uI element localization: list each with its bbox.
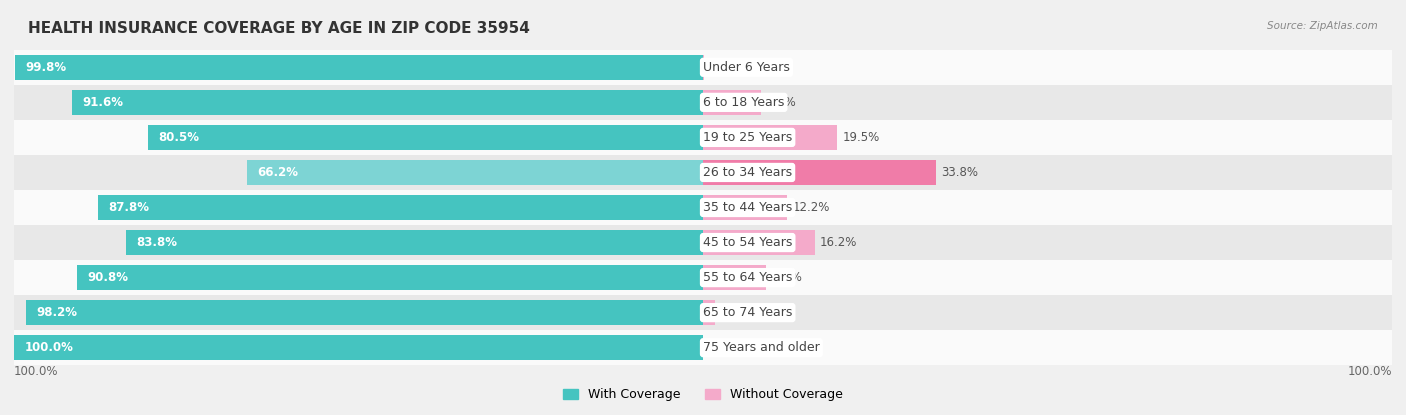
Bar [14, 335, 703, 360]
Text: 35 to 44 Years: 35 to 44 Years [703, 201, 792, 214]
Bar [247, 160, 703, 185]
Bar [703, 265, 766, 290]
Text: 98.2%: 98.2% [37, 306, 77, 319]
Text: 80.5%: 80.5% [159, 131, 200, 144]
Text: 55 to 64 Years: 55 to 64 Years [703, 271, 793, 284]
Bar [14, 260, 1392, 295]
Bar [15, 55, 703, 80]
Bar [14, 155, 1392, 190]
Text: Source: ZipAtlas.com: Source: ZipAtlas.com [1267, 21, 1378, 31]
Bar [703, 160, 936, 185]
Bar [125, 230, 703, 255]
Bar [703, 125, 838, 150]
Text: 83.8%: 83.8% [136, 236, 177, 249]
Text: 100.0%: 100.0% [24, 341, 73, 354]
Text: 19 to 25 Years: 19 to 25 Years [703, 131, 792, 144]
Text: 75 Years and older: 75 Years and older [703, 341, 820, 354]
Text: 19.5%: 19.5% [842, 131, 880, 144]
Bar [14, 225, 1392, 260]
Text: 6 to 18 Years: 6 to 18 Years [703, 96, 785, 109]
Text: 65 to 74 Years: 65 to 74 Years [703, 306, 793, 319]
Bar [14, 120, 1392, 155]
Text: 16.2%: 16.2% [820, 236, 858, 249]
Text: 8.4%: 8.4% [766, 96, 796, 109]
Text: 1.8%: 1.8% [721, 306, 751, 319]
Bar [98, 195, 703, 220]
Legend: With Coverage, Without Coverage: With Coverage, Without Coverage [558, 383, 848, 406]
Text: 87.8%: 87.8% [108, 201, 149, 214]
Text: HEALTH INSURANCE COVERAGE BY AGE IN ZIP CODE 35954: HEALTH INSURANCE COVERAGE BY AGE IN ZIP … [28, 21, 530, 36]
Text: Under 6 Years: Under 6 Years [703, 61, 790, 74]
Text: 66.2%: 66.2% [257, 166, 298, 179]
Text: 0.16%: 0.16% [710, 61, 747, 74]
Bar [77, 265, 703, 290]
Bar [703, 195, 787, 220]
Text: 9.2%: 9.2% [772, 271, 801, 284]
Text: 0.0%: 0.0% [709, 341, 738, 354]
Text: 100.0%: 100.0% [1347, 365, 1392, 378]
Bar [72, 90, 703, 115]
Bar [14, 295, 1392, 330]
Bar [703, 300, 716, 325]
Bar [149, 125, 703, 150]
Bar [14, 50, 1392, 85]
Bar [703, 230, 814, 255]
Bar [27, 300, 703, 325]
Text: 45 to 54 Years: 45 to 54 Years [703, 236, 793, 249]
Text: 12.2%: 12.2% [793, 201, 830, 214]
Bar [14, 85, 1392, 120]
Bar [703, 90, 761, 115]
Text: 100.0%: 100.0% [14, 365, 59, 378]
Text: 33.8%: 33.8% [942, 166, 979, 179]
Bar [14, 330, 1392, 365]
Text: 99.8%: 99.8% [25, 61, 67, 74]
Text: 91.6%: 91.6% [83, 96, 124, 109]
Bar [14, 190, 1392, 225]
Text: 26 to 34 Years: 26 to 34 Years [703, 166, 792, 179]
Text: 90.8%: 90.8% [87, 271, 129, 284]
